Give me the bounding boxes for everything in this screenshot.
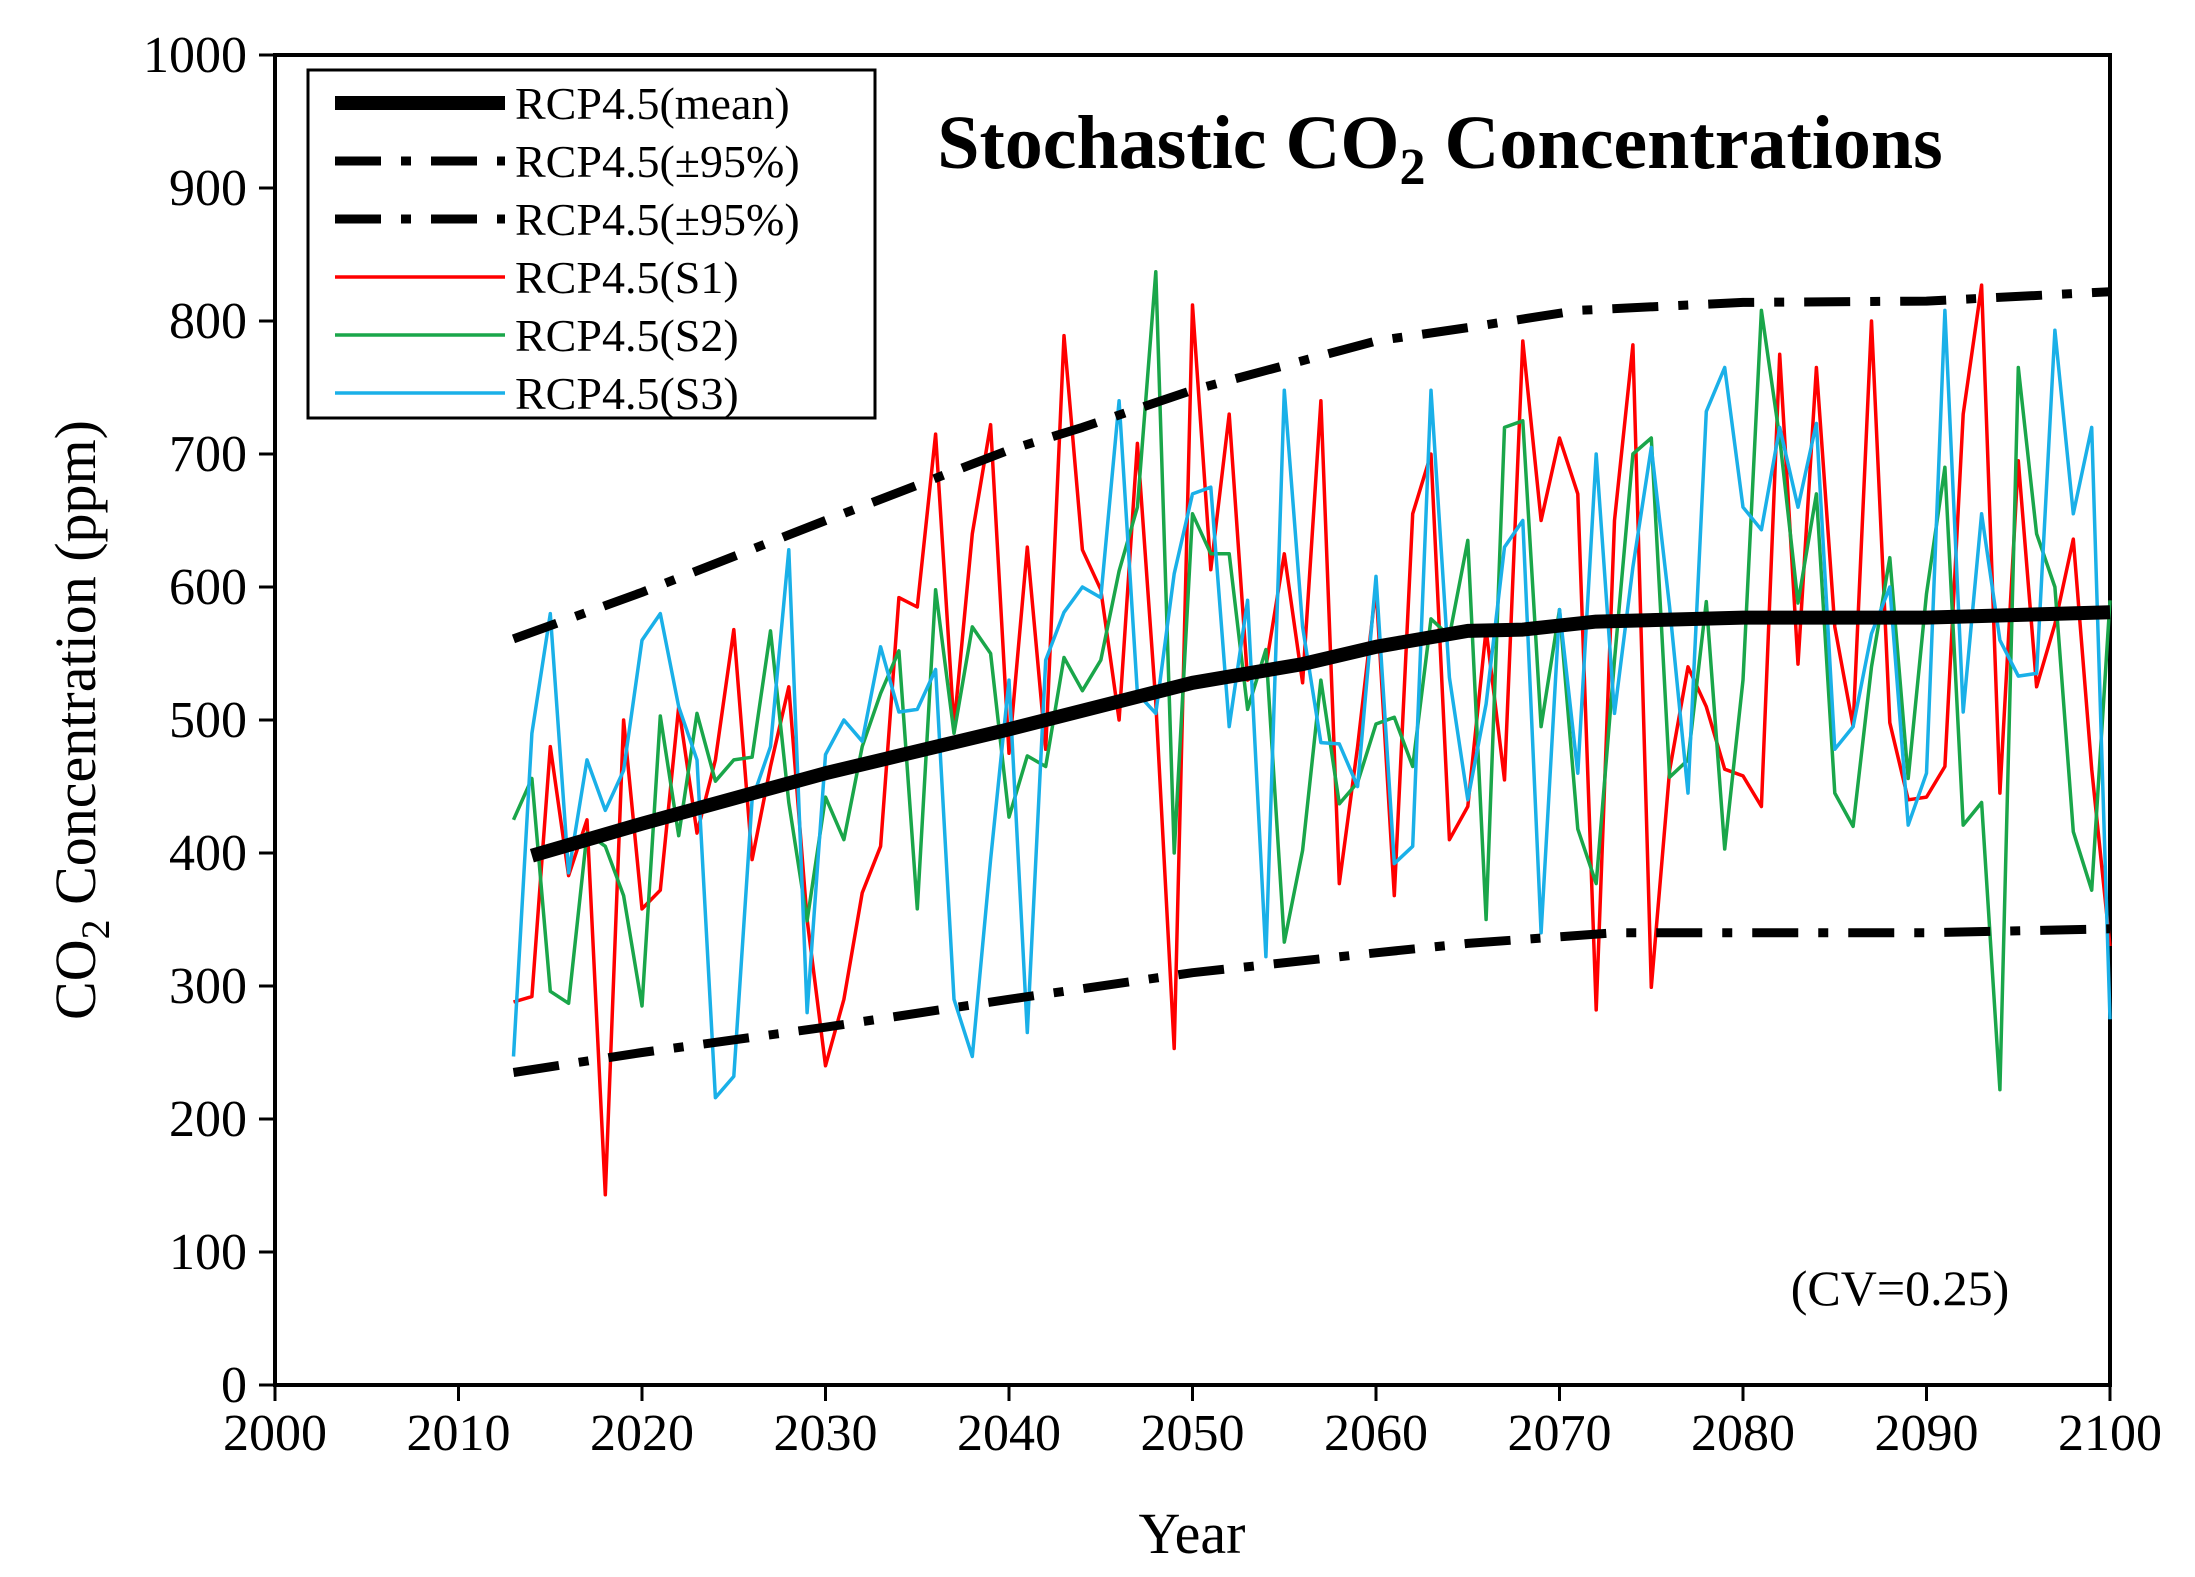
y-tick-label: 800: [169, 293, 247, 350]
cv-annotation: (CV=0.25): [1791, 1260, 2009, 1316]
x-tick-label: 2040: [957, 1405, 1061, 1462]
y-tick-label: 900: [169, 160, 247, 217]
axis-ticks: 2000 2010 2020 2030 2040 2050 2060 2070 2080 2090…: [143, 27, 2162, 1462]
series-line-1: [511, 287, 2111, 644]
x-tick-label: 2010: [407, 1405, 511, 1462]
series-line-0: [529, 605, 2111, 863]
x-tick-label: 2090: [1875, 1405, 1979, 1462]
y-axis-title-suffix: Concentration (ppm): [43, 420, 108, 919]
y-tick-label: 1000: [143, 27, 247, 84]
chart-title-suffix: Concentrations: [1426, 101, 1943, 185]
series-line-2: [512, 924, 2111, 1077]
x-tick-label: 2020: [590, 1405, 694, 1462]
y-tick-label: 500: [169, 692, 247, 749]
x-tick-label: 2080: [1691, 1405, 1795, 1462]
y-tick-label: 300: [169, 958, 247, 1015]
legend-label-4: RCP4.5(S2): [515, 310, 739, 361]
x-axis-title: Year: [1139, 1501, 1246, 1566]
series-line-4: [511, 270, 2112, 1092]
series-line-5: [511, 308, 2112, 1100]
legend-label-0: RCP4.5(mean): [515, 78, 790, 129]
x-tick-label: 2030: [774, 1405, 878, 1462]
chart-title-prefix: Stochastic CO: [937, 101, 1399, 185]
y-axis-title-prefix: CO: [43, 939, 108, 1020]
y-tick-label: 600: [169, 559, 247, 616]
legend-box: [306, 68, 877, 420]
y-tick-label: 200: [169, 1091, 247, 1148]
chart-title-subscript: 2: [1400, 139, 1426, 196]
x-tick-label: 2070: [1508, 1405, 1612, 1462]
x-tick-label: 2000: [223, 1405, 327, 1462]
legend-label-2: RCP4.5(±95%): [515, 194, 800, 245]
y-tick-label: 700: [169, 426, 247, 483]
series-layer: [511, 270, 2112, 1197]
y-tick-label: 0: [221, 1357, 247, 1414]
x-tick-label: 2060: [1324, 1405, 1428, 1462]
x-tick-label: 2050: [1141, 1405, 1245, 1462]
y-axis-title: CO2 Concentration (ppm): [43, 420, 118, 1020]
y-tick-label: 100: [169, 1224, 247, 1281]
y-tick-label: 400: [169, 825, 247, 882]
y-axis-title-subscript: 2: [73, 919, 118, 939]
x-tick-label: 2100: [2058, 1405, 2162, 1462]
legend-label-5: RCP4.5(S3): [515, 368, 739, 419]
legend-label-1: RCP4.5(±95%): [515, 136, 800, 187]
legend-items: RCP4.5(mean) RCP4.5(±95%) RCP4.5(±95%) RCP4…: [335, 78, 800, 419]
legend-label-3: RCP4.5(S1): [515, 252, 739, 303]
legend: RCP4.5(mean) RCP4.5(±95%) RCP4.5(±95%) RCP4…: [306, 68, 877, 420]
chart-title: Stochastic CO2 Concentrations: [937, 101, 1943, 196]
